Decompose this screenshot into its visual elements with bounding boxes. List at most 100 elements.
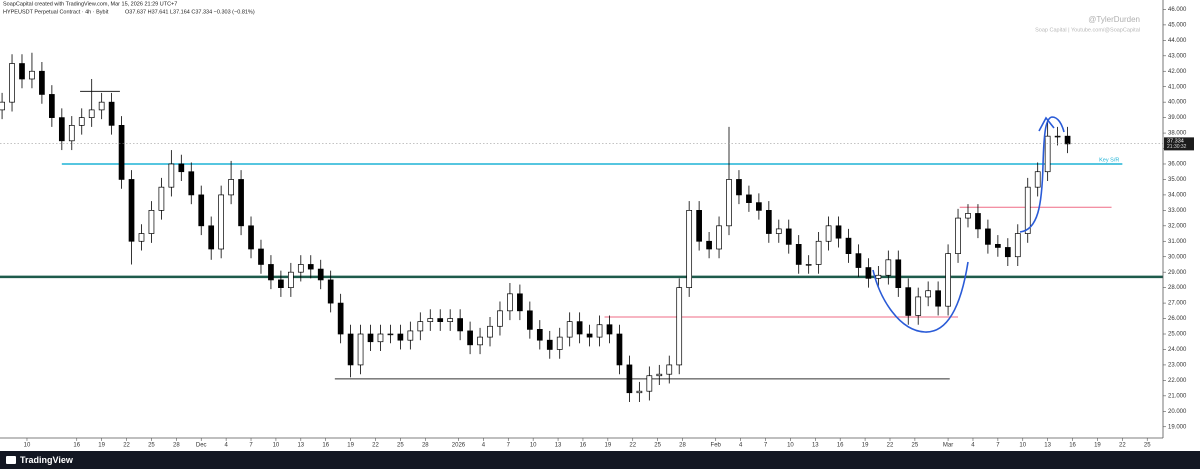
y-tick-label: 25.000 bbox=[1168, 332, 1187, 338]
candle-body bbox=[178, 163, 185, 173]
candle-body bbox=[39, 70, 45, 95]
x-tick-label: 10 bbox=[1019, 443, 1026, 449]
candle-body bbox=[895, 259, 902, 288]
y-tick-label: 40.000 bbox=[1168, 100, 1187, 106]
candle-body bbox=[616, 333, 623, 366]
candle-body bbox=[58, 117, 65, 142]
x-tick-label: 10 bbox=[24, 443, 31, 449]
candle-body bbox=[696, 210, 702, 242]
x-tick-label: 7 bbox=[996, 443, 1000, 449]
y-tick-label: 19.000 bbox=[1168, 424, 1187, 430]
y-tick-label: 21.000 bbox=[1168, 393, 1187, 399]
x-tick-label: 28 bbox=[173, 443, 180, 449]
candle-body bbox=[278, 279, 284, 288]
x-tick-label: 25 bbox=[654, 443, 661, 449]
candle-body bbox=[845, 237, 852, 254]
candle-body bbox=[367, 333, 374, 343]
candle-body bbox=[297, 264, 304, 273]
candle-body bbox=[168, 163, 175, 188]
x-tick-label: 22 bbox=[887, 443, 894, 449]
candle-body bbox=[447, 318, 454, 322]
y-tick-label: 20.000 bbox=[1168, 409, 1187, 415]
candle-body bbox=[546, 339, 553, 350]
candle-body bbox=[19, 63, 25, 80]
candle-body bbox=[875, 274, 882, 279]
x-tick-label: 22 bbox=[629, 443, 636, 449]
candle-body bbox=[88, 109, 95, 118]
candle-body bbox=[606, 324, 613, 335]
x-tick-label: 19 bbox=[98, 443, 105, 449]
x-tick-label: 28 bbox=[679, 443, 686, 449]
x-tick-label: Feb bbox=[711, 443, 722, 449]
watermark-sub: Soap Capital | Youtube.com/@SoapCapital bbox=[1035, 27, 1140, 33]
candle-body bbox=[626, 364, 633, 394]
x-tick-label: 4 bbox=[971, 443, 975, 449]
x-tick-label: 16 bbox=[837, 443, 844, 449]
candle-body bbox=[218, 194, 224, 250]
candle-body bbox=[0, 101, 5, 111]
x-tick-label: 2026 bbox=[452, 443, 466, 449]
symbol-title: HYPEUSDT Perpetual Contract · 4h · Bybit bbox=[3, 9, 109, 15]
candle-body bbox=[576, 321, 583, 335]
y-tick-label: 34.000 bbox=[1168, 192, 1187, 198]
x-tick-label: 25 bbox=[397, 443, 404, 449]
candle-body bbox=[188, 171, 195, 196]
candle-body bbox=[337, 302, 344, 335]
candle-body bbox=[795, 244, 802, 265]
candle-body bbox=[9, 63, 15, 103]
candle-body bbox=[477, 336, 483, 346]
x-tick-label: 25 bbox=[912, 443, 919, 449]
y-tick-label: 23.000 bbox=[1168, 362, 1187, 368]
candle-body bbox=[108, 101, 115, 126]
y-tick-label: 30.000 bbox=[1168, 254, 1187, 260]
candle-body bbox=[835, 225, 842, 239]
y-tick-label: 31.000 bbox=[1168, 239, 1187, 245]
candle-body bbox=[327, 279, 334, 304]
x-tick-label: 19 bbox=[862, 443, 869, 449]
candle-body bbox=[487, 325, 493, 338]
candle-body bbox=[1034, 171, 1041, 188]
x-tick-label: 10 bbox=[530, 443, 537, 449]
candle-body bbox=[706, 240, 712, 250]
candle-body bbox=[1024, 186, 1031, 234]
candle-body bbox=[268, 264, 274, 281]
candle-body bbox=[955, 217, 961, 254]
candle-body bbox=[526, 310, 533, 330]
y-tick-label: 29.000 bbox=[1168, 270, 1187, 276]
y-tick-label: 26.000 bbox=[1168, 316, 1187, 322]
footer-logo bbox=[6, 456, 16, 464]
candle-body bbox=[1004, 247, 1011, 258]
x-tick-label: 16 bbox=[580, 443, 587, 449]
candle-body bbox=[228, 179, 234, 196]
candle-body bbox=[915, 296, 922, 316]
candle-body bbox=[507, 293, 513, 312]
x-tick-label: Dec bbox=[196, 443, 207, 449]
candle-body bbox=[596, 324, 603, 338]
candle-body bbox=[497, 310, 503, 327]
candle-body bbox=[765, 210, 772, 234]
y-tick-label: 28.000 bbox=[1168, 285, 1187, 291]
candle-body bbox=[118, 124, 125, 180]
candle-body bbox=[377, 333, 384, 343]
candle-body bbox=[785, 228, 792, 245]
candle-body bbox=[925, 290, 932, 298]
candle-body bbox=[636, 390, 643, 394]
candle-body bbox=[208, 225, 215, 250]
y-tick-label: 42.000 bbox=[1168, 69, 1187, 75]
candle-body bbox=[98, 101, 105, 111]
x-tick-label: 7 bbox=[764, 443, 768, 449]
y-tick-label: 41.000 bbox=[1168, 84, 1187, 90]
last-price-label: 37.334 bbox=[1167, 138, 1184, 144]
x-tick-label: 25 bbox=[1144, 443, 1151, 449]
footer-brand: TradingView bbox=[20, 455, 74, 465]
header: SoapCapital created with TradingView.com… bbox=[3, 1, 177, 7]
x-tick-label: 13 bbox=[555, 443, 562, 449]
x-tick-label: 7 bbox=[507, 443, 511, 449]
candle-body bbox=[995, 244, 1001, 248]
x-tick-label: 16 bbox=[322, 443, 329, 449]
candle-body bbox=[905, 287, 912, 316]
x-tick-label: 22 bbox=[123, 443, 130, 449]
y-tick-label: 35.000 bbox=[1168, 177, 1187, 183]
candle-body bbox=[726, 179, 732, 227]
